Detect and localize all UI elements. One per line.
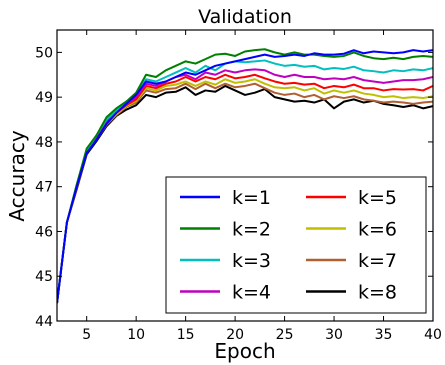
y-axis: 44 45 46 47 48 49 50 [35, 45, 433, 330]
x-tick-label: 30 [325, 327, 343, 343]
series-line-k8 [57, 84, 433, 304]
legend-label-k6: k=6 [358, 219, 397, 241]
series-line-k2 [57, 48, 433, 304]
x-tick-label: 10 [127, 327, 145, 343]
x-tick-label: 20 [226, 327, 244, 343]
x-tick-label: 15 [177, 327, 195, 343]
y-tick-label: 47 [35, 180, 53, 196]
series-line-k1 [57, 49, 433, 304]
plot-area-frame [56, 29, 434, 322]
legend-label-k3: k=3 [232, 250, 271, 272]
x-tick-label: 25 [276, 327, 294, 343]
x-axis: 5 10 15 20 25 30 35 40 [82, 30, 442, 343]
y-tick-label: 49 [35, 90, 53, 106]
series-layer [57, 48, 433, 304]
y-tick-label: 50 [35, 45, 53, 61]
x-tick-label: 35 [375, 327, 393, 343]
series-line-k3 [57, 59, 433, 304]
y-tick-label: 46 [35, 224, 53, 240]
legend: k=1 k=2 k=3 k=4 k=5 k=6 k=7 k=8 [165, 176, 427, 314]
legend-label-k7: k=7 [358, 250, 397, 272]
y-tick-label: 45 [35, 269, 53, 285]
legend-label-k2: k=2 [232, 219, 271, 241]
x-tick-label: 40 [424, 327, 442, 343]
chart-title: Validation [198, 6, 292, 28]
legend-label-k4: k=4 [232, 282, 271, 304]
y-tick-label: 44 [35, 314, 53, 330]
x-tick-label: 5 [82, 327, 91, 343]
legend-label-k1: k=1 [232, 187, 271, 209]
y-tick-label: 48 [35, 135, 53, 151]
x-axis-title: Epoch [214, 339, 275, 363]
legend-label-k5: k=5 [358, 187, 397, 209]
y-axis-title: Accuracy [5, 130, 29, 221]
legend-label-k8: k=8 [358, 282, 397, 304]
